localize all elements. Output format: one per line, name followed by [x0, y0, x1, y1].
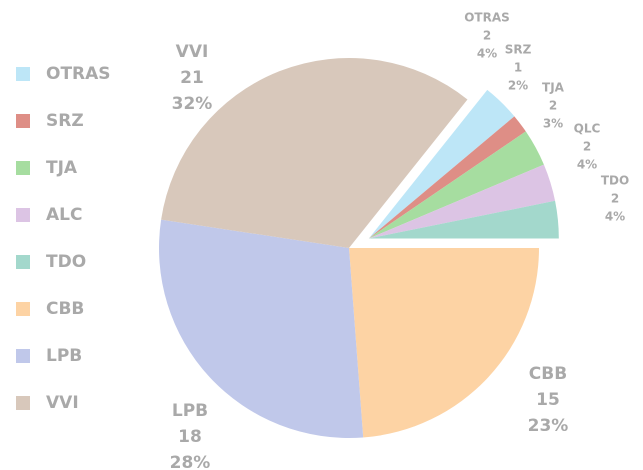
legend-label: ALC [46, 205, 82, 225]
slice-percent: 23% [528, 416, 569, 436]
legend-swatch [16, 396, 30, 410]
legend-label: LPB [46, 346, 82, 366]
slice-label: OTRAS [464, 11, 510, 25]
pie-slice [159, 219, 364, 438]
pie-slice [368, 164, 556, 239]
slice-percent: 28% [170, 453, 211, 470]
legend-label: TDO [46, 252, 86, 272]
legend-label: OTRAS [46, 64, 111, 84]
pie-slice [368, 131, 544, 239]
legend-swatch [16, 161, 30, 175]
slice-value: 15 [536, 390, 560, 410]
slice-value: 2 [583, 140, 591, 154]
slice-label: QLC [574, 122, 601, 136]
slice-value: 2 [483, 29, 491, 43]
slice-percent: 4% [477, 47, 497, 61]
legend-label: CBB [46, 299, 84, 319]
pie-slice [368, 116, 526, 239]
slice-percent: 4% [577, 158, 597, 172]
legend-label: VVI [46, 393, 79, 413]
slice-value: 2 [611, 192, 619, 206]
slice-value: 18 [178, 427, 202, 447]
slice-value: 2 [549, 99, 557, 113]
legend-swatch [16, 255, 30, 269]
slice-percent: 3% [543, 117, 563, 131]
slice-label: LPB [172, 401, 208, 421]
legend-swatch [16, 67, 30, 81]
slice-label: CBB [529, 364, 567, 384]
pie-slice [349, 248, 539, 438]
pie-slice [161, 57, 468, 249]
legend-label: SRZ [46, 111, 84, 131]
pie-slice [368, 200, 559, 239]
slice-label: TJA [542, 81, 565, 95]
slice-value: 1 [514, 61, 522, 75]
slice-label: SRZ [505, 43, 532, 57]
legend-swatch [16, 114, 30, 128]
slice-percent: 4% [605, 210, 625, 224]
pie-slice [368, 89, 515, 239]
slice-percent: 32% [172, 94, 213, 114]
legend-swatch [16, 349, 30, 363]
slice-label: VVI [176, 42, 209, 62]
slice-value: 21 [180, 68, 204, 88]
legend-swatch [16, 208, 30, 222]
legend-swatch [16, 302, 30, 316]
slice-percent: 2% [508, 79, 528, 93]
legend-label: TJA [46, 158, 78, 178]
slice-label: TDO [601, 174, 629, 188]
